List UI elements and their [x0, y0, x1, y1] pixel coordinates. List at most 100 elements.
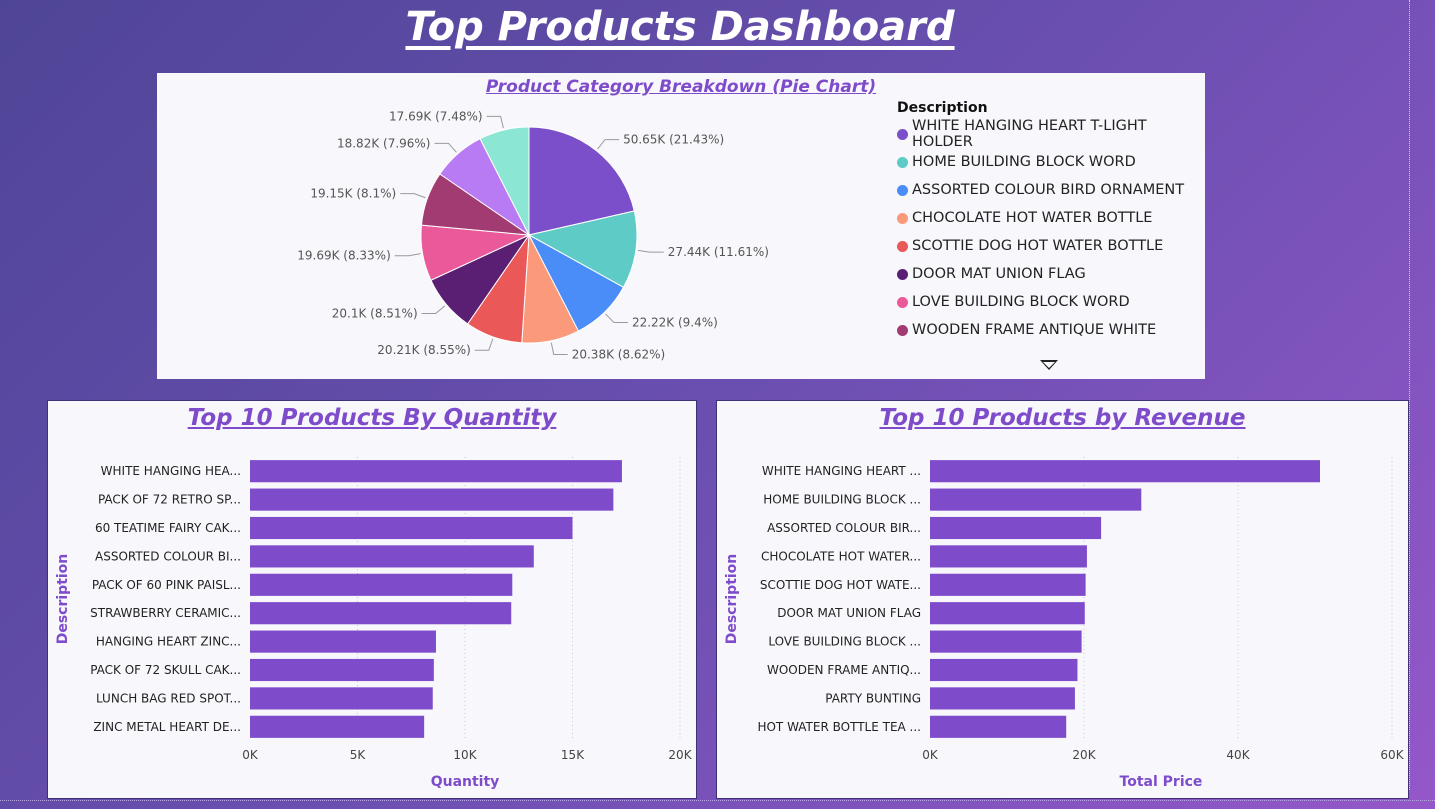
- pie-data-label: 18.82K (7.96%): [337, 136, 431, 150]
- pie-chart-panel[interactable]: Product Category Breakdown (Pie Chart) 5…: [157, 73, 1205, 379]
- pie-slice[interactable]: [528, 126, 635, 236]
- x-tick-label: 5K: [350, 748, 367, 762]
- pie-legend[interactable]: Description WHITE HANGING HEART T-LIGHT …: [897, 100, 1205, 344]
- bar[interactable]: [930, 545, 1087, 568]
- pie-leader-line: [474, 338, 494, 351]
- x-tick-label: 20K: [668, 748, 692, 762]
- y-tick-label: LOVE BUILDING BLOCK ...: [768, 635, 921, 649]
- y-tick-label: SCOTTIE DOG HOT WATE...: [760, 578, 921, 592]
- legend-item[interactable]: DOOR MAT UNION FLAG: [897, 260, 1205, 288]
- bar[interactable]: [250, 658, 434, 682]
- legend-label: DOOR MAT UNION FLAG: [912, 266, 1086, 282]
- pie-data-label: 27.44K (11.61%): [668, 245, 769, 259]
- bar[interactable]: [930, 460, 1321, 483]
- pie-data-label: 19.15K (8.1%): [310, 187, 396, 201]
- pie-data-label: 20.1K (8.51%): [332, 307, 418, 321]
- chevron-down-icon[interactable]: [1040, 360, 1058, 370]
- legend-swatch: [897, 296, 908, 308]
- bar[interactable]: [930, 488, 1142, 511]
- bar[interactable]: [930, 687, 1075, 710]
- pie-data-label: 20.21K (8.55%): [377, 343, 471, 357]
- bar[interactable]: [930, 516, 1102, 540]
- legend-item[interactable]: HOME BUILDING BLOCK WORD: [897, 148, 1205, 176]
- pie-data-label: 19.69K (8.33%): [297, 249, 391, 263]
- x-axis-title: Total Price: [1120, 774, 1203, 790]
- y-tick-label: PACK OF 60 PINK PAISL...: [92, 578, 241, 592]
- legend-item[interactable]: CHOCOLATE HOT WATER BOTTLE: [897, 204, 1205, 232]
- legend-item[interactable]: ASSORTED COLOUR BIRD ORNAMENT: [897, 176, 1205, 204]
- canvas-bottom-divider: [0, 800, 1435, 801]
- y-tick-label: PARTY BUNTING: [825, 691, 921, 705]
- pie-leader-line: [421, 305, 446, 315]
- legend-item[interactable]: SCOTTIE DOG HOT WATER BOTTLE: [897, 232, 1205, 260]
- y-tick-label: ASSORTED COLOUR BI...: [95, 549, 241, 563]
- dashboard-title: Top Products Dashboard: [405, 4, 955, 50]
- y-tick-label: WHITE HANGING HEART ...: [762, 464, 921, 478]
- y-tick-label: LUNCH BAG RED SPOT...: [96, 691, 241, 705]
- y-tick-label: PACK OF 72 RETRO SP...: [98, 493, 241, 507]
- pie-data-label: 22.22K (9.4%): [632, 316, 718, 330]
- pie-data-label: 50.65K (21.43%): [623, 133, 724, 147]
- bar[interactable]: [250, 602, 512, 625]
- bar[interactable]: [930, 602, 1085, 625]
- legend-label: WHITE HANGING HEART T-LIGHT HOLDER: [912, 118, 1147, 150]
- y-axis-title: Description: [55, 554, 71, 645]
- legend-label: WOODEN FRAME ANTIQUE WHITE: [912, 322, 1157, 338]
- legend-label: HOME BUILDING BLOCK WORD: [912, 154, 1136, 170]
- pie-leader-line: [400, 193, 426, 199]
- bar[interactable]: [250, 687, 433, 710]
- legend-swatch: [897, 156, 908, 168]
- y-tick-label: DOOR MAT UNION FLAG: [777, 606, 921, 620]
- legend-title: Description: [897, 100, 988, 116]
- y-tick-label: ZINC METAL HEART DE...: [93, 720, 241, 734]
- x-tick-label: 0K: [922, 748, 939, 762]
- pie-chart-title: Product Category Breakdown (Pie Chart): [485, 77, 877, 97]
- y-tick-label: HOT WATER BOTTLE TEA ...: [757, 720, 921, 734]
- revenue-bar-chart[interactable]: 0K 20K 40K 60K WHITE HANGING HEART ... HOME B…: [717, 401, 1408, 798]
- bar[interactable]: [250, 545, 534, 568]
- pie-slice[interactable]: [527, 210, 638, 288]
- bar[interactable]: [250, 488, 614, 511]
- y-tick-label: HANGING HEART ZINC...: [96, 635, 241, 649]
- legend-label: LOVE BUILDING BLOCK WORD: [912, 294, 1130, 310]
- pie-chart[interactable]: 50.65K (21.43%) 27.44K (11.61%) 22.22K (9.…: [157, 73, 877, 379]
- bar[interactable]: [250, 715, 425, 738]
- revenue-chart-title: Top 10 Products by Revenue: [879, 405, 1246, 431]
- canvas-edge-divider: [1409, 0, 1410, 790]
- y-tick-label: WOODEN FRAME ANTIQ...: [767, 663, 921, 677]
- legend-label: SCOTTIE DOG HOT WATER BOTTLE: [912, 238, 1164, 254]
- legend-label: ASSORTED COLOUR BIRD ORNAMENT: [912, 182, 1185, 198]
- x-tick-label: 0K: [242, 748, 259, 762]
- bar[interactable]: [250, 630, 436, 653]
- bar[interactable]: [250, 573, 513, 596]
- legend-label: CHOCOLATE HOT WATER BOTTLE: [912, 210, 1153, 226]
- quantity-bar-chart-panel[interactable]: Top 10 Products By Quantity 0K 5K 10K 15K 20…: [47, 400, 697, 799]
- pie-leader-line: [550, 342, 568, 355]
- pie-data-label: 20.38K (8.62%): [572, 347, 666, 361]
- bar[interactable]: [930, 630, 1082, 653]
- y-tick-label: HOME BUILDING BLOCK ...: [763, 493, 921, 507]
- legend-swatch: [897, 268, 908, 280]
- legend-item[interactable]: WOODEN FRAME ANTIQUE WHITE: [897, 316, 1205, 344]
- pie-leader-line: [597, 139, 620, 150]
- quantity-chart-title: Top 10 Products By Quantity: [187, 405, 557, 431]
- x-tick-label: 15K: [561, 748, 585, 762]
- quantity-bar-chart[interactable]: 0K 5K 10K 15K 20K WHITE HANGING HEA... PACK OF…: [48, 401, 696, 798]
- bar[interactable]: [930, 573, 1086, 596]
- bar[interactable]: [930, 715, 1067, 738]
- pie-slice[interactable]: [479, 126, 530, 236]
- bar[interactable]: [250, 460, 622, 483]
- bar[interactable]: [250, 516, 573, 540]
- revenue-bar-chart-panel[interactable]: Top 10 Products by Revenue 0K 20K 40K 60K WH…: [716, 400, 1409, 799]
- legend-swatch: [897, 240, 908, 252]
- y-tick-label: ASSORTED COLOUR BIR...: [767, 521, 921, 535]
- pie-leader-line: [605, 313, 628, 324]
- x-axis-title: Quantity: [431, 774, 500, 790]
- y-tick-label: 60 TEATIME FAIRY CAK...: [95, 521, 241, 535]
- legend-item[interactable]: WHITE HANGING HEART T-LIGHT HOLDER: [897, 118, 1205, 150]
- x-tick-label: 60K: [1380, 748, 1404, 762]
- bar[interactable]: [930, 658, 1078, 682]
- x-tick-label: 40K: [1226, 748, 1250, 762]
- legend-item[interactable]: LOVE BUILDING BLOCK WORD: [897, 288, 1205, 316]
- pie-leader-line: [394, 253, 421, 257]
